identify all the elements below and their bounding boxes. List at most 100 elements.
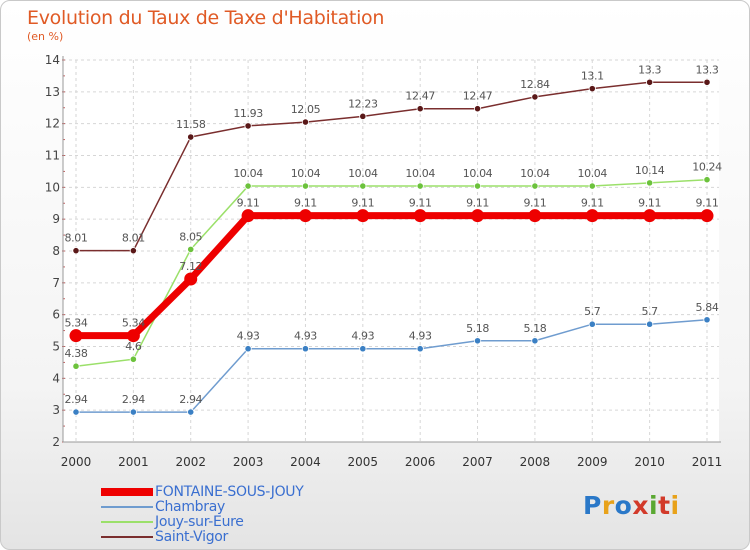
data-label-fontaine-sous-jouy: 7.12 [179, 260, 202, 273]
legend-label-fontaine-sous-jouy: FONTAINE-SOUS-JOUY [155, 484, 304, 500]
data-point-chambray [473, 337, 482, 345]
x-tick-label: 2003 [233, 455, 264, 469]
y-tick-label: 10 [45, 180, 60, 194]
data-label-jouy-sur-eure: 10.14 [635, 164, 665, 177]
data-label-saint-vigor: 12.05 [291, 103, 321, 116]
y-tick-label: 8 [52, 244, 60, 258]
x-tick-label: 2009 [577, 455, 608, 469]
y-tick-label: 5 [52, 340, 60, 354]
legend-swatch-fontaine-sous-jouy [101, 488, 153, 496]
data-point-saint-vigor [301, 118, 310, 126]
data-label-chambray: 2.94 [65, 393, 88, 406]
x-tick-label: 2004 [290, 455, 321, 469]
data-label-chambray: 5.7 [584, 305, 601, 318]
y-tick-label: 12 [45, 117, 60, 131]
data-point-fontaine-sous-jouy [585, 209, 599, 223]
data-point-fontaine-sous-jouy [643, 209, 657, 223]
x-tick-label: 2011 [692, 455, 723, 469]
x-tick-label: 2000 [61, 455, 92, 469]
data-point-chambray [703, 316, 711, 324]
data-label-saint-vigor: 13.1 [581, 70, 604, 83]
data-point-jouy-sur-eure [72, 362, 80, 370]
y-tick-label: 7 [52, 276, 60, 290]
logo-letter: i [649, 491, 659, 520]
data-point-chambray [72, 408, 80, 416]
logo-letter: i [670, 491, 680, 520]
data-label-jouy-sur-eure: 10.04 [291, 167, 321, 180]
data-point-jouy-sur-eure [301, 182, 310, 190]
data-label-jouy-sur-eure: 10.04 [520, 167, 550, 180]
data-label-chambray: 5.18 [523, 322, 546, 335]
x-tick-label: 2002 [175, 455, 206, 469]
data-label-fontaine-sous-jouy: 5.34 [65, 317, 88, 330]
x-tick-label: 2001 [118, 455, 149, 469]
legend-label-chambray: Chambray [155, 499, 225, 515]
data-point-fontaine-sous-jouy [241, 209, 255, 223]
series-line-fontaine-sous-jouy [72, 212, 711, 340]
data-point-saint-vigor [416, 105, 424, 113]
data-point-fontaine-sous-jouy [413, 209, 427, 223]
legend-swatch-saint-vigor [101, 536, 153, 538]
chart-title: Evolution du Taux de Taxe d'Habitation [27, 7, 385, 29]
data-point-jouy-sur-eure [187, 245, 195, 254]
legend-label-jouy-sur-eure: Jouy-sur-Eure [155, 514, 244, 530]
data-label-jouy-sur-eure: 10.04 [578, 167, 608, 180]
legend-swatch-chambray [101, 506, 153, 508]
data-label-jouy-sur-eure: 10.04 [348, 167, 378, 180]
x-tick-label: 2010 [634, 455, 665, 469]
data-label-fontaine-sous-jouy: 9.11 [237, 197, 260, 210]
y-tick-label: 13 [45, 85, 60, 99]
data-point-jouy-sur-eure [129, 355, 137, 363]
data-point-jouy-sur-eure [473, 182, 482, 190]
data-label-jouy-sur-eure: 10.24 [692, 161, 722, 174]
data-label-fontaine-sous-jouy: 9.11 [581, 197, 604, 210]
data-point-chambray [416, 345, 424, 353]
data-point-jouy-sur-eure [531, 182, 539, 190]
data-label-fontaine-sous-jouy: 9.11 [351, 197, 374, 210]
data-point-fontaine-sous-jouy [471, 209, 485, 223]
logo-letter: t [658, 491, 671, 520]
series-line-jouy-sur-eure [75, 178, 708, 367]
data-label-saint-vigor: 12.47 [405, 90, 435, 103]
data-point-fontaine-sous-jouy [69, 329, 83, 343]
data-point-chambray [359, 345, 367, 353]
data-point-saint-vigor [531, 93, 539, 101]
x-tick-label: 2008 [520, 455, 551, 469]
logo-letter: o [614, 491, 633, 520]
y-tick-label: 14 [45, 53, 60, 67]
y-tick-label: 2 [52, 435, 60, 449]
data-point-fontaine-sous-jouy [184, 272, 198, 286]
data-label-chambray: 2.94 [122, 393, 145, 406]
data-label-saint-vigor: 13.3 [696, 63, 719, 76]
y-tick-label: 4 [52, 371, 60, 385]
logo-letter: P [583, 491, 602, 520]
data-point-saint-vigor [129, 247, 137, 255]
x-tick-label: 2007 [462, 455, 493, 469]
legend-swatch-jouy-sur-eure [101, 521, 153, 523]
data-point-jouy-sur-eure [416, 182, 424, 190]
data-label-chambray: 5.84 [696, 301, 719, 314]
chart-subtitle: (en %) [27, 30, 64, 43]
data-point-chambray [244, 345, 252, 353]
data-point-chambray [588, 320, 596, 328]
data-point-chambray [129, 408, 137, 416]
data-label-saint-vigor: 8.01 [65, 232, 88, 245]
data-label-fontaine-sous-jouy: 9.11 [638, 197, 661, 210]
data-point-fontaine-sous-jouy [356, 209, 370, 223]
data-label-saint-vigor: 8.01 [122, 232, 145, 245]
data-point-saint-vigor [703, 78, 711, 86]
data-point-jouy-sur-eure [588, 182, 596, 190]
data-label-fontaine-sous-jouy: 9.11 [523, 197, 546, 210]
data-point-saint-vigor [588, 85, 596, 93]
data-label-chambray: 5.18 [466, 322, 489, 335]
data-label-fontaine-sous-jouy: 9.11 [466, 197, 489, 210]
data-label-saint-vigor: 11.58 [176, 118, 206, 131]
series-line-saint-vigor [75, 81, 708, 252]
y-tick-label: 9 [52, 212, 60, 226]
x-tick-label: 2006 [405, 455, 436, 469]
data-point-fontaine-sous-jouy [700, 209, 714, 223]
data-label-chambray: 2.94 [179, 393, 202, 406]
data-label-jouy-sur-eure: 10.04 [233, 167, 263, 180]
